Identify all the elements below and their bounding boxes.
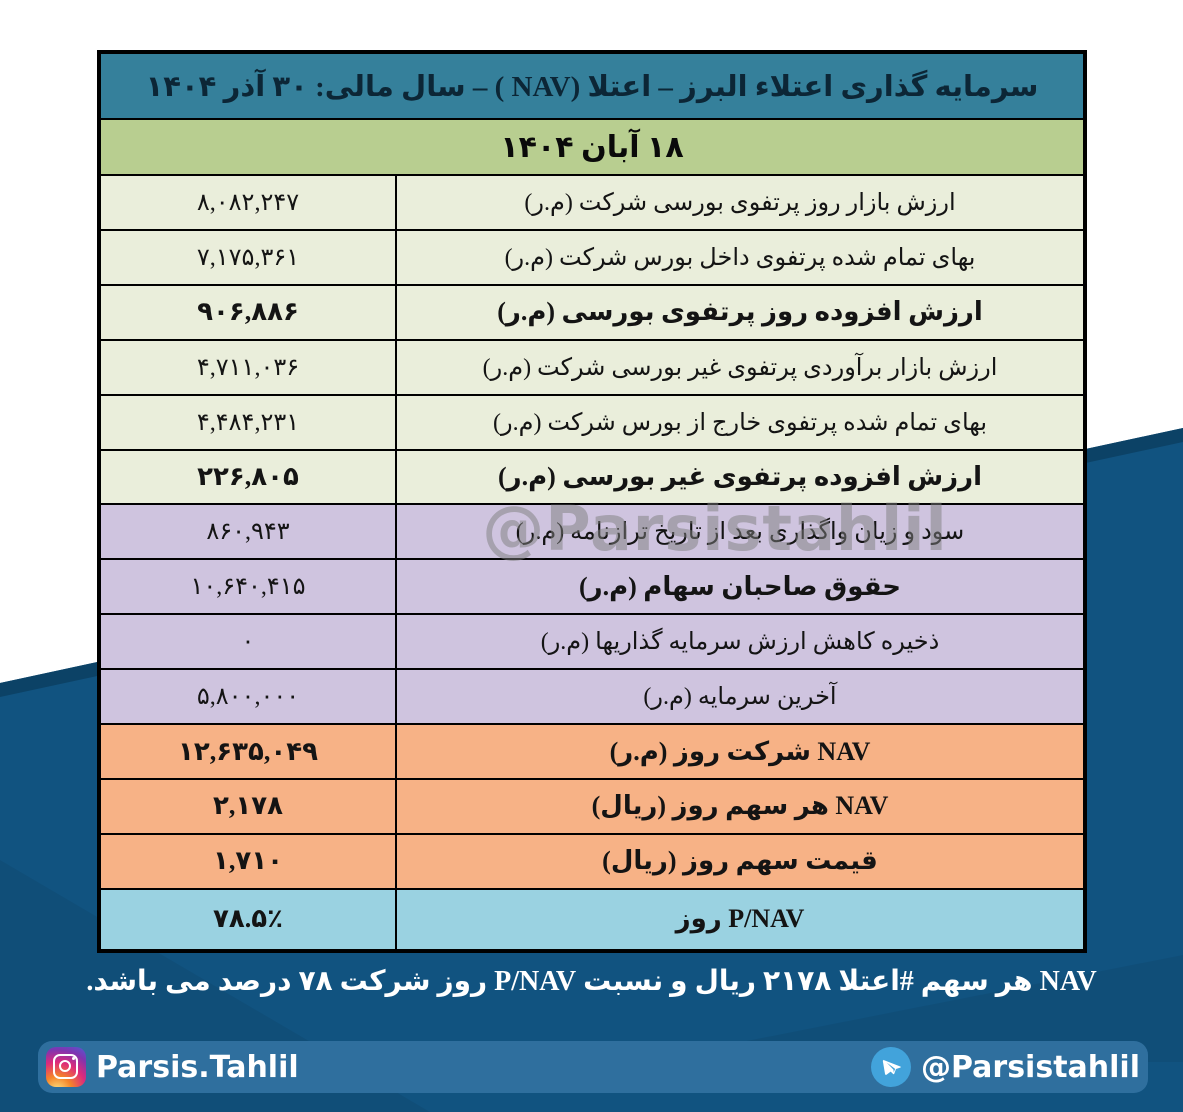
row-label: NAV شرکت روز (م.ر) — [395, 725, 1083, 778]
row-label: قیمت سهم روز (ریال) — [395, 834, 1083, 888]
row-value: ۱,۷۱۰ — [213, 846, 283, 876]
row-value: ۴,۷۱۱,۰۳۶ — [196, 354, 300, 381]
table-title: سرمایه گذاری اعتلاء البرز – اعتلا (NAV )… — [101, 54, 1083, 120]
instagram-handle[interactable]: Parsis.Tahlil — [46, 1047, 299, 1087]
nav-table: سرمایه گذاری اعتلاء البرز – اعتلا (NAV )… — [97, 50, 1087, 953]
instagram-icon — [46, 1047, 86, 1087]
table-row: قیمت سهم روز (ریال) ۱,۷۱۰ — [101, 834, 1083, 890]
row-value: ۰ — [241, 629, 255, 656]
table-row: NAV هر سهم روز (ریال) ۲,۱۷۸ — [101, 779, 1083, 835]
instagram-handle-label: Parsis.Tahlil — [96, 1049, 299, 1085]
row-value: ۴,۴۸۴,۲۳۱ — [196, 409, 300, 436]
row-value: ۲,۱۷۸ — [213, 791, 283, 821]
footer-note: NAV هر سهم #اعتلا ۲۱۷۸ ریال و نسبت P/NAV… — [86, 966, 1097, 997]
table-row: آخرین سرمایه (م.ر) ۵,۸۰۰,۰۰۰ — [101, 670, 1083, 726]
row-value: ۹۰۶,۸۸۶ — [197, 297, 299, 327]
row-label: P/NAV روز — [395, 889, 1083, 950]
row-value: ۷۸.۵٪ — [213, 904, 283, 934]
table-row: NAV شرکت روز (م.ر) ۱۲,۶۳۵,۰۴۹ — [101, 725, 1083, 780]
row-label: آخرین سرمایه (م.ر) — [395, 670, 1083, 724]
camera-glyph — [53, 1054, 78, 1079]
table-row: ارزش افزوده پرتفوی غیر بورسی (م.ر) ۲۲۶,۸… — [101, 450, 1083, 506]
table-row: ارزش بازار روز پرتفوی بورسی شرکت (م.ر) ۸… — [101, 176, 1083, 231]
row-label: ارزش بازار روز پرتفوی بورسی شرکت (م.ر) — [395, 176, 1083, 229]
row-label: ارزش بازار برآوردی پرتفوی غیر بورسی شرکت… — [395, 340, 1083, 394]
row-label: بهای تمام شده پرتفوی خارج از بورس شرکت (… — [395, 395, 1083, 449]
row-value: ۷,۱۷۵,۳۶۱ — [196, 244, 300, 271]
row-label: ارزش افزوده پرتفوی غیر بورسی (م.ر) — [395, 450, 1083, 504]
row-value: ۱۲,۶۳۵,۰۴۹ — [178, 736, 318, 766]
row-value: ۲۲۶,۸۰۵ — [197, 461, 299, 491]
table-row: ارزش بازار برآوردی پرتفوی غیر بورسی شرکت… — [101, 340, 1083, 396]
table-row: P/NAV روز ۷۸.۵٪ — [101, 889, 1083, 950]
table-row: ارزش افزوده روز پرتفوی بورسی (م.ر) ۹۰۶,۸… — [101, 285, 1083, 341]
table-row: ذخیره کاهش ارزش سرمایه گذاریها (م.ر) ۰ — [101, 615, 1083, 671]
row-label: ذخیره کاهش ارزش سرمایه گذاریها (م.ر) — [395, 615, 1083, 669]
row-label: ارزش افزوده روز پرتفوی بورسی (م.ر) — [395, 285, 1083, 339]
row-value: ۸,۰۸۲,۲۴۷ — [196, 189, 300, 216]
row-label: NAV هر سهم روز (ریال) — [395, 779, 1083, 833]
row-label: بهای تمام شده پرتفوی داخل بورس شرکت (م.ر… — [395, 230, 1083, 284]
telegram-icon — [870, 1047, 911, 1087]
table-row: حقوق صاحبان سهام (م.ر) ۱۰,۶۴۰,۴۱۵ — [101, 560, 1083, 616]
table-row: سود و زیان واگذاری بعد از تاریخ ترازنامه… — [101, 505, 1083, 561]
row-label: سود و زیان واگذاری بعد از تاریخ ترازنامه… — [395, 505, 1083, 559]
telegram-handle[interactable]: @Parsistahlil — [870, 1047, 1140, 1087]
nav-table-rows: ارزش بازار روز پرتفوی بورسی شرکت (م.ر) ۸… — [101, 176, 1083, 950]
row-label: حقوق صاحبان سهام (م.ر) — [395, 560, 1083, 614]
social-bar: Parsis.Tahlil @Parsistahlil — [38, 1041, 1148, 1093]
table-row: بهای تمام شده پرتفوی خارج از بورس شرکت (… — [101, 395, 1083, 451]
table-row: بهای تمام شده پرتفوی داخل بورس شرکت (م.ر… — [101, 230, 1083, 286]
row-value: ۸۶۰,۹۴۳ — [206, 519, 290, 546]
telegram-handle-label: @Parsistahlil — [920, 1049, 1140, 1085]
table-date: ۱۸ آبان ۱۴۰۴ — [101, 120, 1083, 176]
row-value: ۱۰,۶۴۰,۴۱۵ — [190, 574, 306, 601]
row-value: ۵,۸۰۰,۰۰۰ — [196, 684, 300, 711]
